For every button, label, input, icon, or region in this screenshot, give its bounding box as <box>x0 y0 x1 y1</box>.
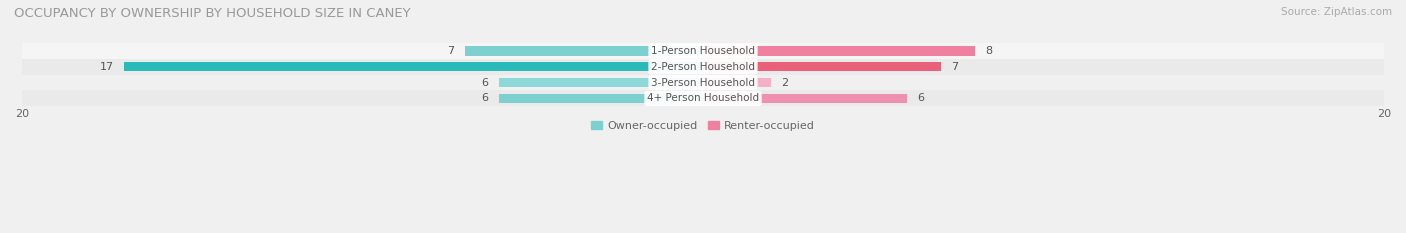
Bar <box>22 90 1384 106</box>
Text: OCCUPANCY BY OWNERSHIP BY HOUSEHOLD SIZE IN CANEY: OCCUPANCY BY OWNERSHIP BY HOUSEHOLD SIZE… <box>14 7 411 20</box>
Bar <box>499 94 703 103</box>
Bar <box>124 62 703 72</box>
Text: 3-Person Household: 3-Person Household <box>651 78 755 88</box>
Text: 8: 8 <box>986 46 993 56</box>
Text: 17: 17 <box>100 62 114 72</box>
Text: 7: 7 <box>952 62 959 72</box>
Bar <box>703 62 942 72</box>
Text: 7: 7 <box>447 46 454 56</box>
Bar <box>499 78 703 87</box>
Text: 6: 6 <box>481 78 488 88</box>
Text: 2: 2 <box>782 78 789 88</box>
Bar <box>703 78 770 87</box>
Text: 6: 6 <box>918 93 925 103</box>
Bar <box>22 75 1384 90</box>
Text: 1-Person Household: 1-Person Household <box>651 46 755 56</box>
Text: Source: ZipAtlas.com: Source: ZipAtlas.com <box>1281 7 1392 17</box>
Bar <box>464 46 703 56</box>
Bar <box>703 94 907 103</box>
Text: 6: 6 <box>481 93 488 103</box>
Text: 2-Person Household: 2-Person Household <box>651 62 755 72</box>
Bar <box>22 43 1384 59</box>
Bar <box>22 59 1384 75</box>
Bar <box>703 46 976 56</box>
Legend: Owner-occupied, Renter-occupied: Owner-occupied, Renter-occupied <box>586 116 820 135</box>
Text: 4+ Person Household: 4+ Person Household <box>647 93 759 103</box>
